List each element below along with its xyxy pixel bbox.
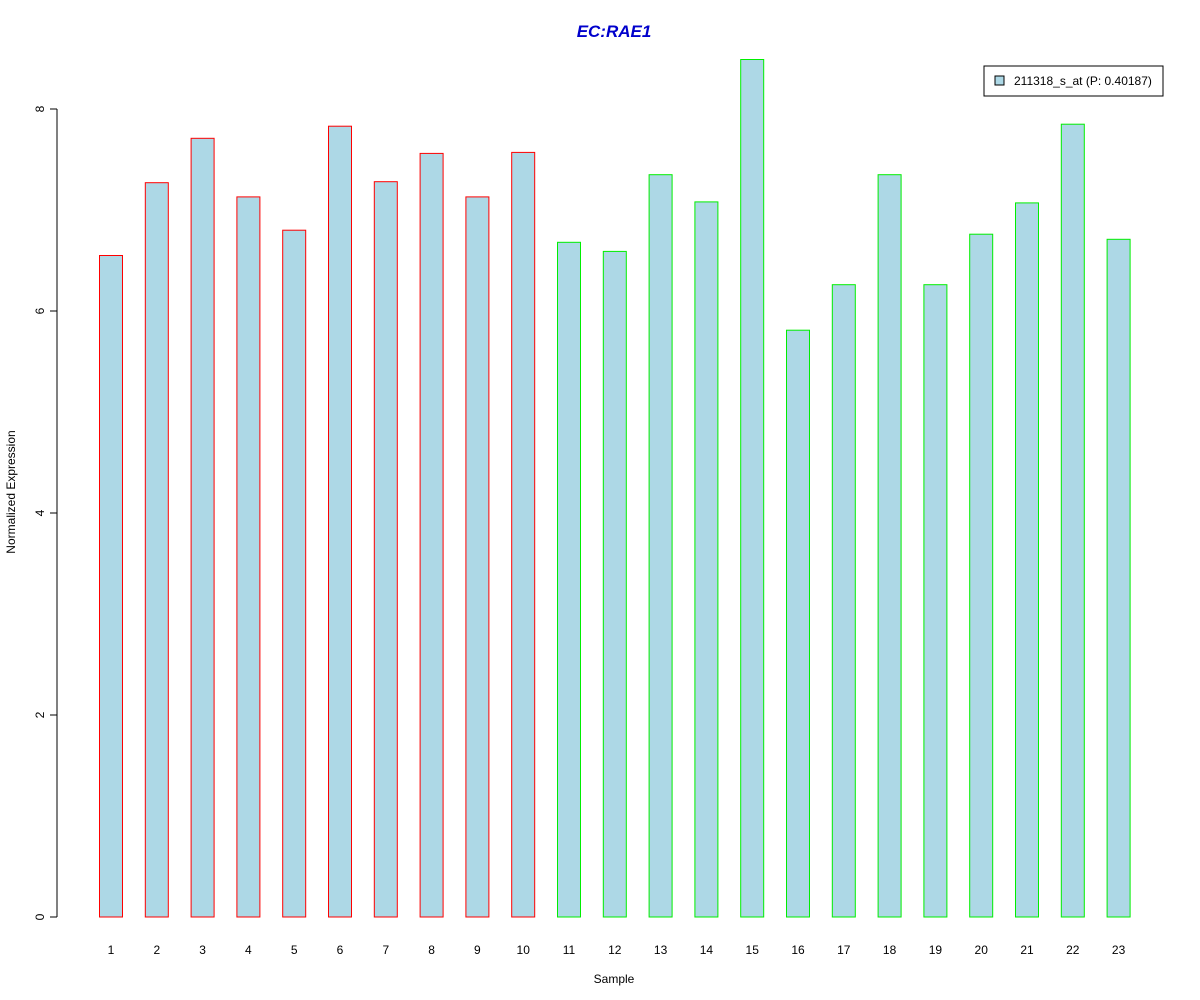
bar-sample-11 xyxy=(557,241,581,918)
y-axis: 0 2 4 6 8 xyxy=(33,105,58,920)
x-tick-label: 22 xyxy=(1066,943,1080,957)
bar-sample-19 xyxy=(923,284,948,918)
bar-sample-16 xyxy=(786,329,810,918)
legend-box xyxy=(983,65,1164,97)
x-tick-label: 1 xyxy=(108,943,115,957)
bar-sample-15 xyxy=(740,59,765,918)
x-axis-label: Sample xyxy=(594,972,635,986)
bar-sample-22 xyxy=(1060,123,1085,918)
x-tick-label: 18 xyxy=(883,943,897,957)
bar-sample-23 xyxy=(1106,238,1131,918)
x-tick-label: 13 xyxy=(654,943,668,957)
y-axis-label: Normalized Expression xyxy=(4,430,18,553)
bar-sample-13 xyxy=(648,174,673,918)
x-tick-label: 10 xyxy=(517,943,531,957)
bar-sample-1 xyxy=(99,255,123,918)
bar-sample-3 xyxy=(190,137,215,918)
x-tick-label: 2 xyxy=(153,943,160,957)
x-tick-label: 17 xyxy=(837,943,851,957)
bar-sample-9 xyxy=(465,196,490,918)
x-tick-label: 21 xyxy=(1020,943,1034,957)
x-tick-label: 23 xyxy=(1112,943,1126,957)
bar-sample-17 xyxy=(831,284,856,918)
x-tick-label: 4 xyxy=(245,943,252,957)
legend-swatch xyxy=(994,75,1005,86)
x-tick-label: 16 xyxy=(791,943,805,957)
bar-sample-20 xyxy=(969,233,994,918)
bar-sample-8 xyxy=(419,152,444,918)
x-tick-label: 19 xyxy=(929,943,943,957)
x-tick-label: 5 xyxy=(291,943,298,957)
x-tick-label: 20 xyxy=(975,943,989,957)
bar-sample-14 xyxy=(694,201,719,918)
x-tick-label: 6 xyxy=(337,943,344,957)
x-axis-ticks: 1 2 3 4 5 6 7 8 9 10 11 12 13 14 15 16 17 18 19 20 21 22 23 xyxy=(108,943,1126,957)
x-tick-label: 11 xyxy=(563,943,576,957)
y-tick-label: 2 xyxy=(33,711,47,718)
x-tick-label: 8 xyxy=(428,943,435,957)
bar-sample-2 xyxy=(144,182,169,918)
bar-sample-10 xyxy=(511,151,536,918)
y-tick-label: 8 xyxy=(33,105,47,112)
y-tick-label: 4 xyxy=(33,509,47,516)
x-tick-label: 7 xyxy=(382,943,389,957)
bar-sample-4 xyxy=(236,196,261,918)
bar-sample-5 xyxy=(282,229,307,918)
bar-sample-6 xyxy=(328,125,352,918)
bar-sample-21 xyxy=(1015,202,1039,918)
y-tick-label: 6 xyxy=(33,307,47,314)
y-tick-label: 0 xyxy=(33,913,47,920)
x-tick-label: 14 xyxy=(700,943,714,957)
bar-sample-12 xyxy=(602,250,627,918)
legend-label: 211318_s_at (P: 0.40187) xyxy=(1014,74,1152,88)
chart-title: EC:RAE1 xyxy=(577,22,652,41)
bar-sample-18 xyxy=(877,174,902,918)
bars xyxy=(99,59,1131,918)
x-tick-label: 9 xyxy=(474,943,481,957)
bar-sample-7 xyxy=(373,181,398,918)
x-tick-label: 12 xyxy=(608,943,622,957)
legend: 211318_s_at (P: 0.40187) xyxy=(983,65,1164,97)
x-tick-label: 15 xyxy=(746,943,760,957)
x-tick-label: 3 xyxy=(199,943,206,957)
